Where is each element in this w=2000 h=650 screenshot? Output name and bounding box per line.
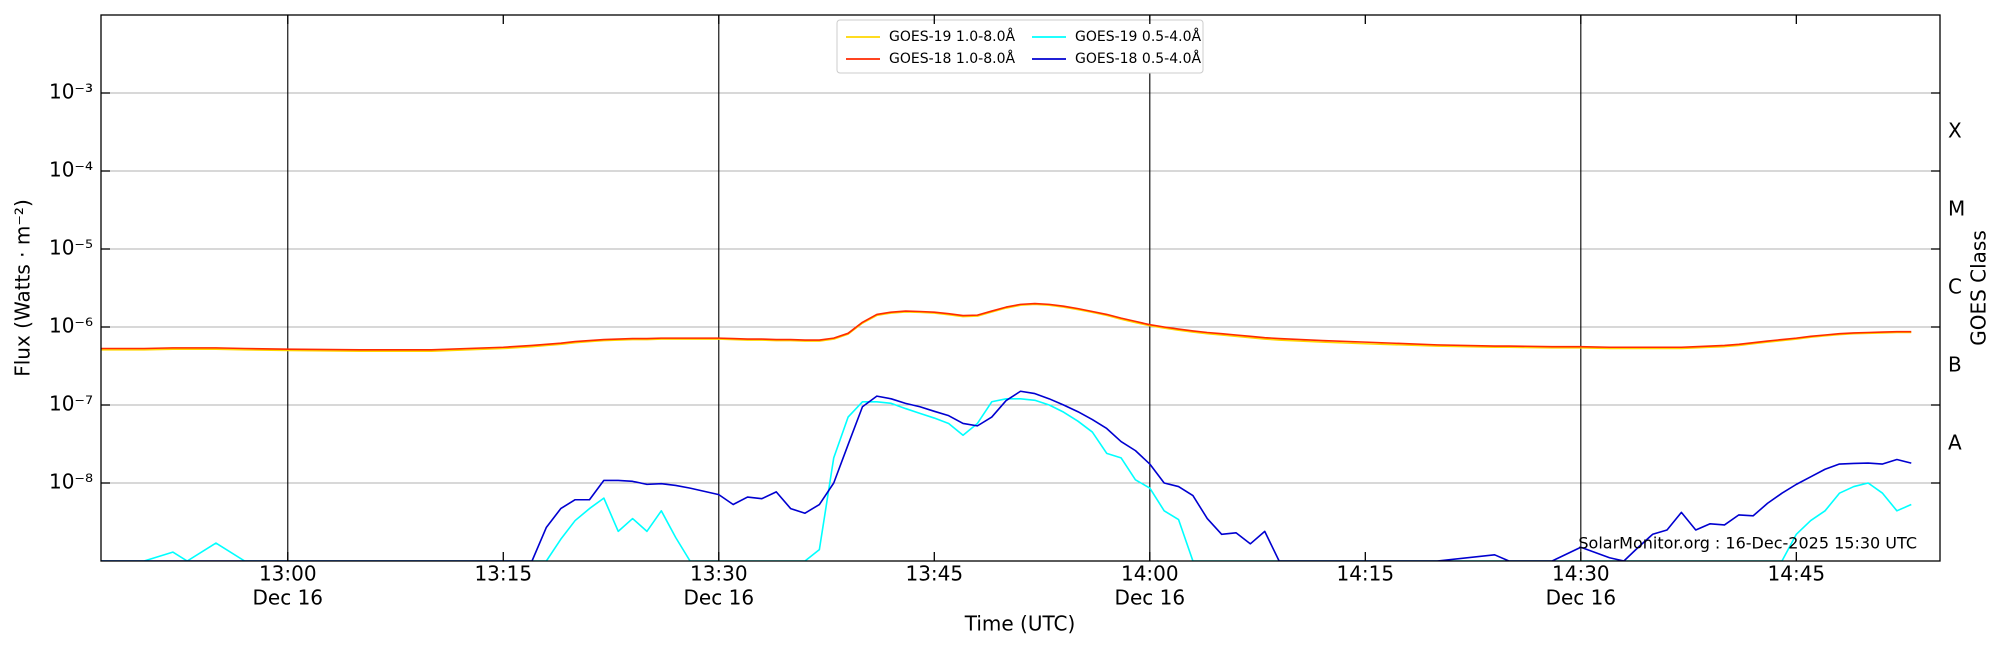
series-line	[101, 398, 1912, 561]
y-tick-label: 10⁻³	[49, 80, 93, 104]
y-tick-label: 10⁻⁸	[49, 470, 93, 494]
y2-tick-label: B	[1948, 353, 1962, 377]
annotation: SolarMonitor.org : 16-Dec-2025 15:30 UTC	[1578, 534, 1917, 553]
x-tick-label: 13:15	[474, 562, 532, 586]
x-tick-label: 14:45	[1768, 562, 1826, 586]
legend-label: GOES-19 1.0-8.0Å	[889, 28, 1015, 45]
y2-tick-label: C	[1948, 275, 1962, 299]
x-tick-label: 13:00	[259, 562, 317, 586]
x-tick-date: Dec 16	[253, 586, 324, 610]
x-axis-label: Time (UTC)	[964, 612, 1076, 636]
x-tick-date: Dec 16	[1115, 586, 1186, 610]
x-tick-label: 13:30	[690, 562, 748, 586]
y2-axis-label: GOES Class	[1967, 230, 1991, 346]
y2-tick-label: M	[1948, 197, 1965, 221]
y-tick-label: 10⁻⁶	[49, 314, 93, 338]
y-axis-label: Flux (Watts · m⁻²)	[11, 199, 35, 377]
series-line	[101, 390, 1912, 561]
y-tick-label: 10⁻⁴	[49, 158, 93, 182]
plot-area	[101, 302, 1912, 561]
x-tick-label: 14:30	[1552, 562, 1610, 586]
y2-tick-label: A	[1948, 431, 1962, 455]
y-tick-label: 10⁻⁵	[49, 236, 93, 260]
series-line	[101, 303, 1912, 352]
grid	[101, 15, 1940, 561]
x-tick-label: 14:15	[1336, 562, 1394, 586]
legend-label: GOES-18 0.5-4.0Å	[1075, 50, 1201, 67]
x-tick-label: 14:00	[1121, 562, 1179, 586]
series-line	[101, 302, 1912, 351]
legend-label: GOES-19 0.5-4.0Å	[1075, 28, 1201, 45]
legend-label: GOES-18 1.0-8.0Å	[889, 50, 1015, 67]
plot-frame	[100, 14, 1941, 562]
x-tick-label: 13:45	[905, 562, 963, 586]
x-tick-date: Dec 16	[684, 586, 755, 610]
y2-tick-label: X	[1948, 119, 1962, 143]
x-tick-date: Dec 16	[1546, 586, 1617, 610]
legend-box	[836, 19, 1204, 74]
y-tick-label: 10⁻⁷	[49, 392, 93, 416]
